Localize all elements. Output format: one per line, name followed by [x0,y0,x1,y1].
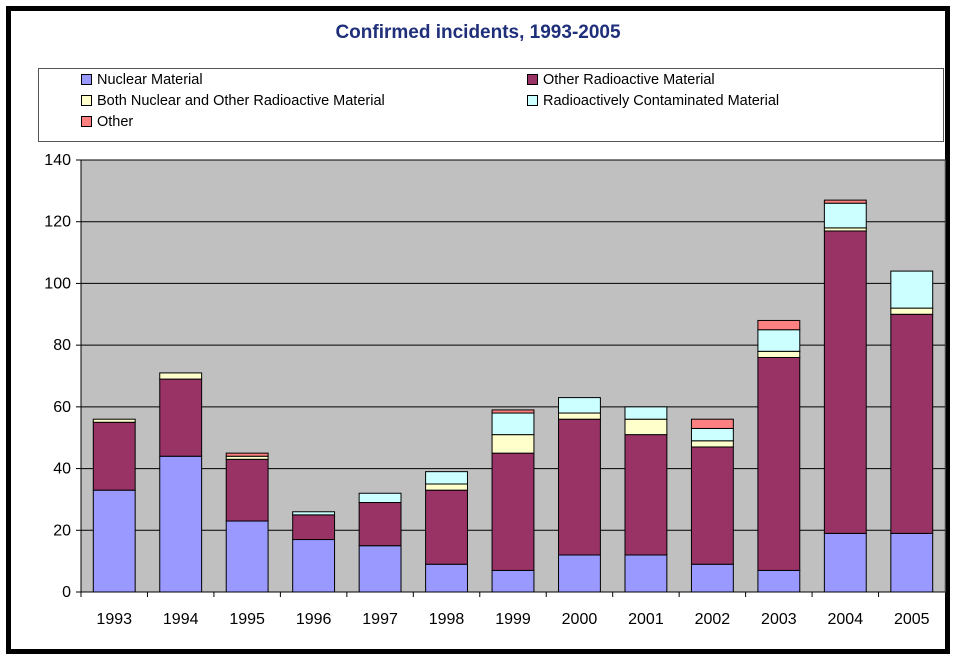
bar-segment [358,502,402,547]
bar-segment [425,483,468,491]
bar-segment [690,440,734,448]
bar-segment [757,329,801,352]
bar-segment [491,452,535,571]
legend-swatch-nuclear-material [81,73,92,85]
legend-item-nuclear-material: Nuclear Material [81,72,203,88]
bar-segment [491,569,535,593]
y-tick-label: 0 [62,584,71,601]
x-tick-label: 1998 [429,611,465,628]
x-tick-label: 2005 [894,611,930,628]
y-tick-label: 80 [53,337,71,354]
bar-segment [225,458,269,522]
bar-segment [823,532,867,593]
x-tick-label: 1995 [229,611,265,628]
bar-segment [890,313,934,534]
x-tick-label: 2002 [695,611,731,628]
legend-item-radioactively-contaminated: Radioactively Contaminated Material [527,93,779,109]
bar-segment [292,511,336,516]
bar-segment [92,489,136,593]
bar-segment [624,406,668,420]
bar-segment [225,520,269,593]
y-tick-label: 140 [44,152,71,169]
x-tick-label: 2003 [761,611,797,628]
bar-segment [292,539,336,593]
legend-label-other: Other [97,114,134,130]
bar-segment [491,412,535,436]
bar-segment [558,397,601,414]
legend-label-both-nuclear-and-other: Both Nuclear and Other Radioactive Mater… [97,93,385,109]
y-tick-label: 20 [53,522,71,539]
bar-segment [757,356,801,571]
bar-segment [757,350,801,358]
y-tick-label: 100 [44,275,71,292]
legend-item-other: Other [81,114,133,130]
bar-segment [358,545,402,593]
x-tick-label: 1993 [96,611,132,628]
bar-segment [890,532,934,593]
y-tick-label: 60 [53,399,71,416]
y-tick-label: 120 [44,214,71,231]
bar-segment [624,418,668,436]
chart-title: Confirmed incidents, 1993-2005 [335,22,621,43]
bar-segment [757,319,801,331]
x-tick-label: 2004 [828,611,864,628]
bar-segment [690,563,734,593]
legend-swatch-other-radioactive-material [527,73,538,85]
bar-segment [890,270,934,309]
bar-segment [159,378,203,457]
bar-segment [425,471,468,485]
legend-item-both-nuclear-and-other: Both Nuclear and Other Radioactive Mater… [81,93,385,109]
bar-segment [159,372,203,380]
legend-item-other-radioactive-material: Other Radioactive Material [527,72,715,88]
x-tick-label: 1994 [163,611,199,628]
bar-segment [890,307,934,315]
bar-segment [558,554,601,593]
bar-segment [690,427,734,442]
x-tick-label: 2000 [562,611,598,628]
bar-segment [425,489,468,565]
bar-segment [624,434,668,556]
x-tick-label: 1997 [362,611,398,628]
bar-segment [558,412,601,420]
bar-segment [425,563,468,593]
x-tick-label: 1996 [296,611,332,628]
bar-segment [757,569,801,593]
bar-segment [159,455,203,593]
bar-segment [225,452,269,457]
x-tick-label: 2001 [628,611,664,628]
x-tick-label: 1999 [495,611,531,628]
bar-segment [823,199,867,204]
legend-swatch-other [81,115,92,127]
legend-swatch-both-nuclear-and-other [81,94,92,106]
legend-label-radioactively-contaminated: Radioactively Contaminated Material [543,93,780,109]
legend-swatch-radioactively-contaminated [527,94,538,106]
bar-segment [823,202,867,229]
bar-segment [491,434,535,454]
bar-segment [823,230,867,534]
y-tick-label: 40 [53,461,71,478]
bar-segment [358,492,402,504]
bar-segment [690,446,734,565]
bar-segment [624,554,668,593]
legend-label-other-radioactive-material: Other Radioactive Material [543,72,715,88]
bar-segment [292,514,336,541]
bar-segment [491,409,535,414]
bar-segment [92,421,136,491]
bar-segment [92,418,136,423]
legend-label-nuclear-material: Nuclear Material [97,72,203,88]
bar-segment [558,418,601,556]
bar-segment [690,418,734,429]
chart-legend: Nuclear Material Other Radioactive Mater… [38,68,944,142]
